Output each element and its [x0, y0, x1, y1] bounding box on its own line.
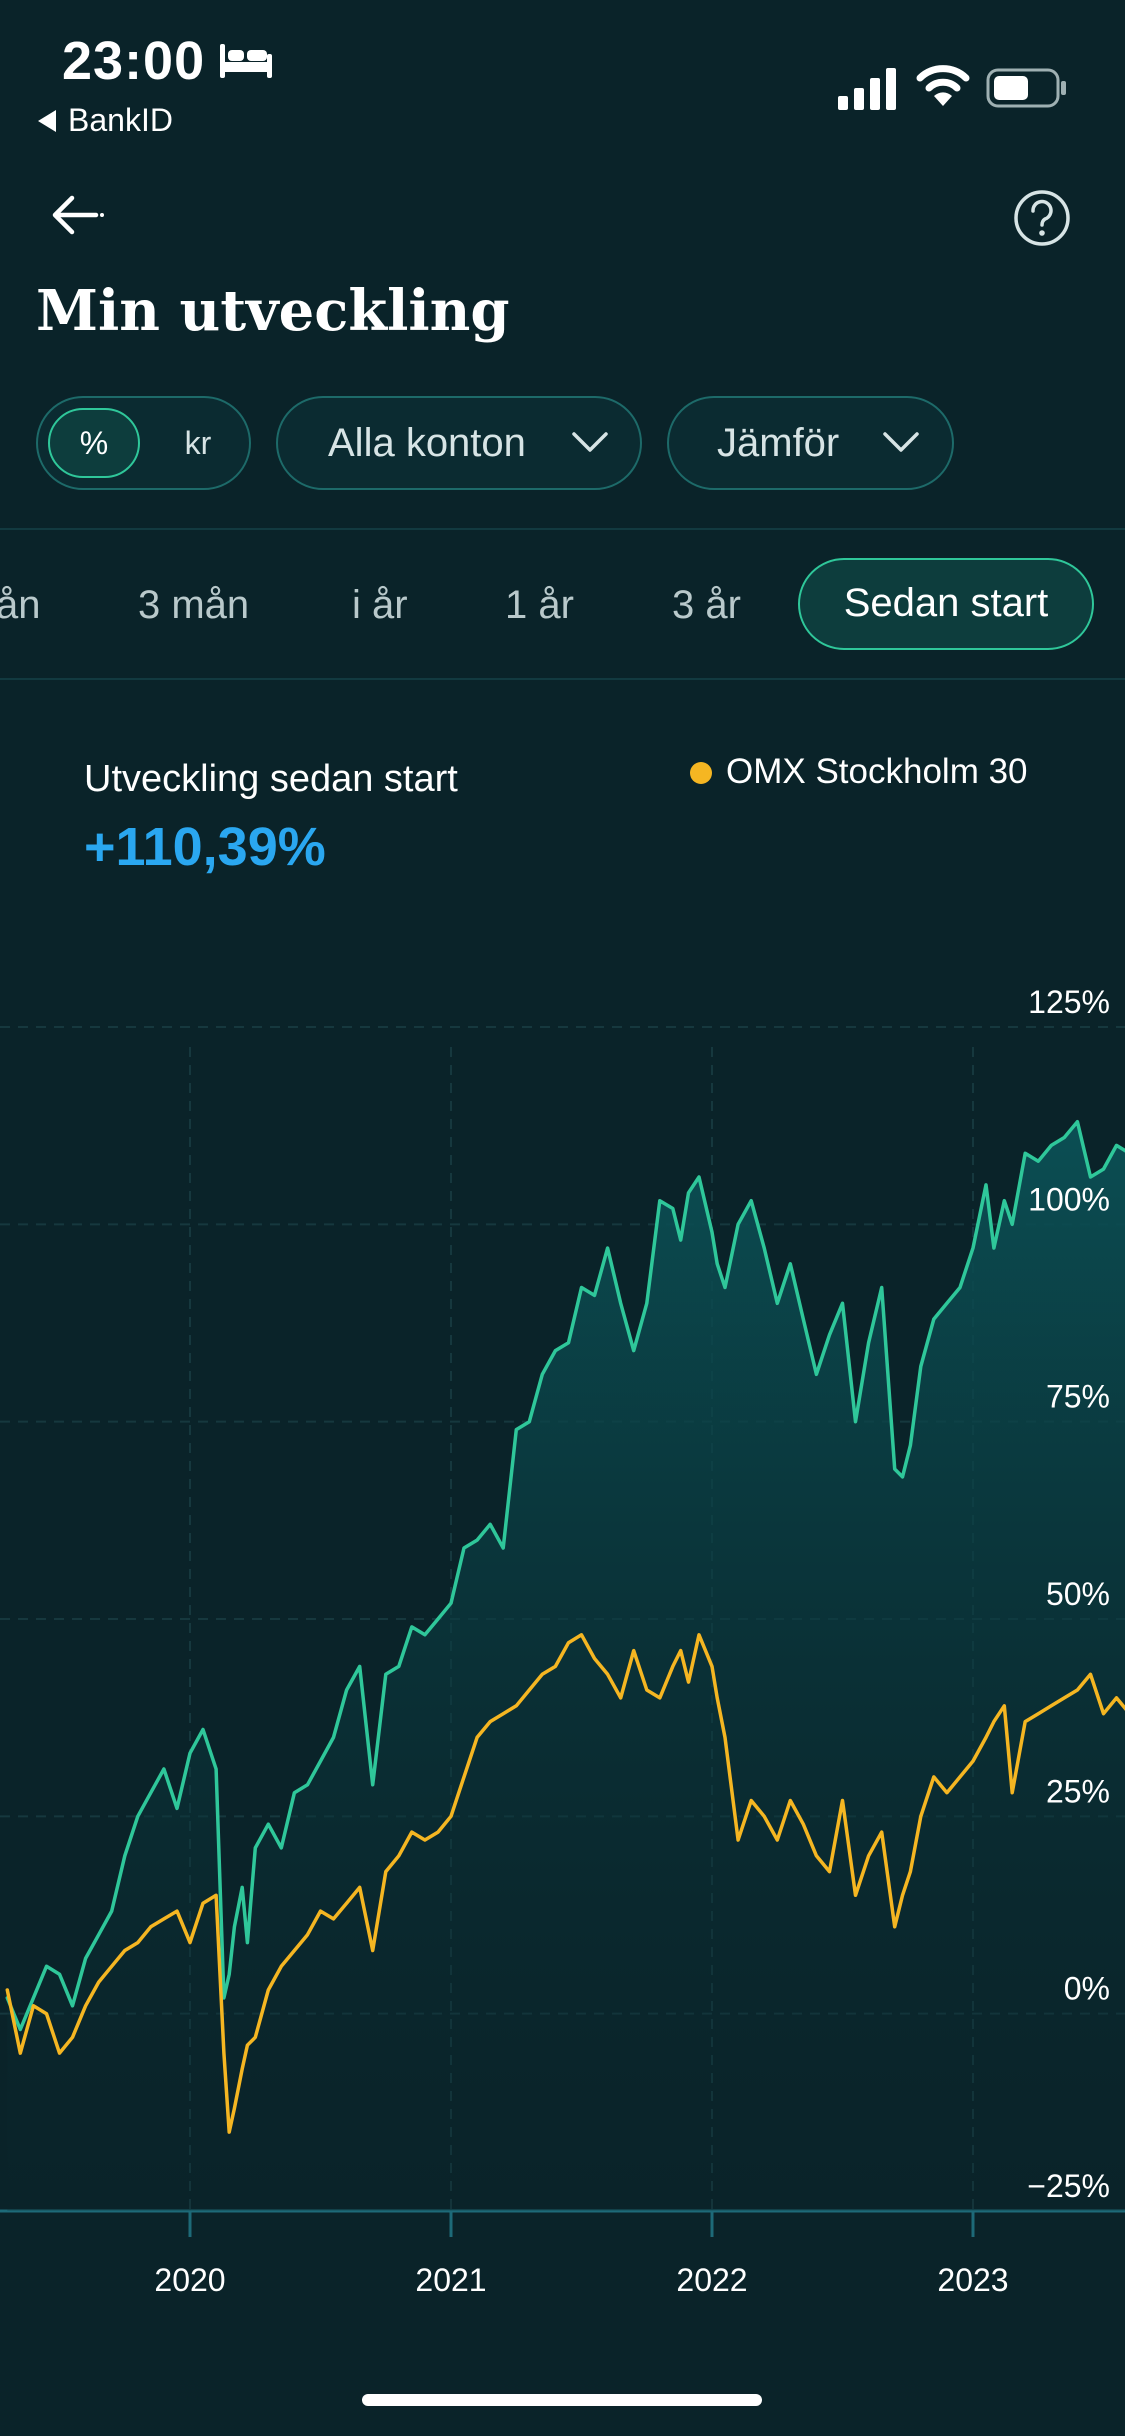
tab-3-ar[interactable]: 3 år [672, 583, 741, 627]
y-tick-label: 25% [1046, 1773, 1110, 1809]
wifi-icon [916, 65, 970, 106]
x-tick-label: 2020 [154, 2262, 225, 2298]
x-tick-label: 2022 [676, 2262, 747, 2298]
x-tick-label: 2023 [937, 2262, 1008, 2298]
summary-value: +110,39% [84, 817, 326, 877]
portfolio-area [7, 1121, 1125, 2211]
chevron-down-icon [572, 432, 608, 452]
accounts-dropdown[interactable]: Alla konton [276, 396, 642, 490]
y-tick-label: 75% [1046, 1379, 1110, 1415]
performance-chart[interactable]: 125% 100% 75% 50% 25% 0% −25% 2020 2021 2022 2023 [0, 900, 1125, 2300]
tab-1-ar[interactable]: 1 år [505, 583, 574, 627]
x-tick-label: 2021 [415, 2262, 486, 2298]
tabs-divider-top [0, 528, 1125, 530]
tab-i-ar[interactable]: i år [352, 583, 408, 627]
chevron-down-icon [883, 432, 919, 452]
y-tick-label: −25% [1027, 2168, 1110, 2204]
omx-line [5, 1633, 1125, 2134]
bed-icon [220, 44, 272, 78]
page-title: Min utveckling [36, 278, 510, 344]
unit-toggle[interactable]: % kr [36, 396, 251, 490]
back-to-bankid-link[interactable]: BankID [38, 102, 173, 139]
tab-1-man[interactable]: ån [0, 583, 41, 627]
compare-dropdown-label: Jämför [717, 421, 840, 465]
tab-3-man[interactable]: 3 mån [138, 583, 250, 627]
battery-icon [986, 68, 1066, 108]
legend-marker-omx [690, 762, 712, 784]
status-time: 23:00 [62, 31, 206, 91]
accounts-dropdown-label: Alla konton [328, 421, 526, 465]
y-tick-label: 100% [1028, 1181, 1110, 1217]
tabs-divider-bottom [0, 678, 1125, 680]
y-tick-label: 0% [1064, 1971, 1110, 2007]
home-indicator[interactable] [362, 2394, 762, 2406]
unit-option-percent[interactable]: % [48, 408, 140, 478]
help-icon[interactable] [1012, 188, 1072, 248]
tab-sedan-start[interactable]: Sedan start [798, 558, 1094, 650]
summary-label: Utveckling sedan start [84, 758, 458, 800]
back-app-label: BankID [68, 102, 173, 138]
compare-dropdown[interactable]: Jämför [667, 396, 954, 490]
signal-icon [838, 68, 896, 110]
back-triangle-icon [38, 110, 56, 132]
y-tick-label: 125% [1028, 984, 1110, 1020]
legend-label-omx: OMX Stockholm 30 [726, 752, 1028, 791]
y-tick-label: 50% [1046, 1576, 1110, 1612]
portfolio-line [5, 1119, 1125, 2032]
back-arrow-icon[interactable] [50, 190, 106, 240]
unit-option-kr[interactable]: kr [184, 425, 212, 461]
